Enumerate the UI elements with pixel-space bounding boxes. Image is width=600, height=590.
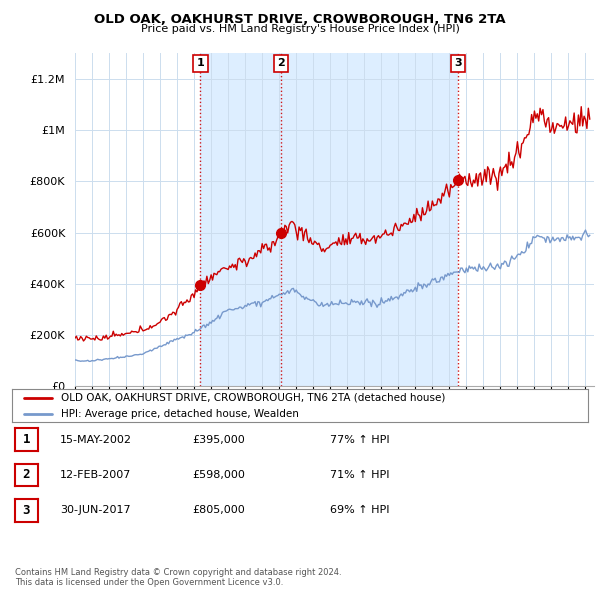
Text: 2: 2 [277,58,285,68]
Bar [200,53,281,386]
Text: Price paid vs. HM Land Registry's House Price Index (HPI): Price paid vs. HM Land Registry's House … [140,24,460,34]
Text: 69% ↑ HPI: 69% ↑ HPI [330,506,389,515]
Text: 15-MAY-2002: 15-MAY-2002 [60,435,132,444]
Text: 2: 2 [23,468,30,481]
Text: 1: 1 [197,58,204,68]
Text: 3: 3 [454,58,461,68]
Text: £395,000: £395,000 [192,435,245,444]
Text: £598,000: £598,000 [192,470,245,480]
Text: OLD OAK, OAKHURST DRIVE, CROWBOROUGH, TN6 2TA: OLD OAK, OAKHURST DRIVE, CROWBOROUGH, TN… [94,13,506,26]
Text: £805,000: £805,000 [192,506,245,515]
Text: HPI: Average price, detached house, Wealden: HPI: Average price, detached house, Weal… [61,409,299,419]
Text: 12-FEB-2007: 12-FEB-2007 [60,470,131,480]
Text: OLD OAK, OAKHURST DRIVE, CROWBOROUGH, TN6 2TA (detached house): OLD OAK, OAKHURST DRIVE, CROWBOROUGH, TN… [61,392,445,402]
Bar [281,53,458,386]
Text: 30-JUN-2017: 30-JUN-2017 [60,506,131,515]
Text: 71% ↑ HPI: 71% ↑ HPI [330,470,389,480]
Text: Contains HM Land Registry data © Crown copyright and database right 2024.
This d: Contains HM Land Registry data © Crown c… [15,568,341,587]
Text: 3: 3 [23,504,30,517]
Text: 1: 1 [23,433,30,446]
Text: 77% ↑ HPI: 77% ↑ HPI [330,435,389,444]
